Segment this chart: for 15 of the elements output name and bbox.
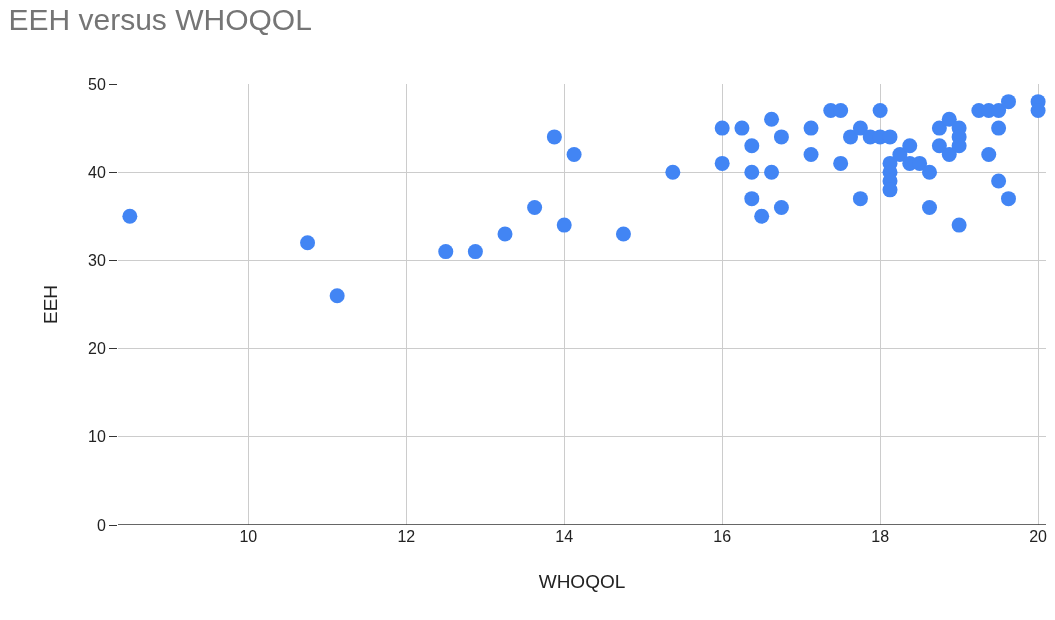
x-tick-label: 10	[239, 528, 258, 545]
y-tick-label: 30	[88, 252, 106, 269]
y-tick-label: 10	[88, 428, 106, 446]
y-tick-label: 20	[88, 340, 106, 358]
x-tick-label: 14	[555, 528, 574, 545]
y-tick-label: 50	[88, 75, 106, 93]
chart-title: EEH versus WHOQOL	[8, 3, 312, 37]
x-tick-label: 20	[1029, 528, 1048, 545]
x-tick-label: 18	[871, 528, 890, 545]
x-tick-label: 16	[713, 528, 732, 545]
y-axis-title: EEH	[39, 284, 61, 325]
y-tick-label: 40	[88, 163, 106, 181]
x-tick-label: 12	[397, 528, 416, 545]
x-axis-title: WHOQOL	[538, 570, 626, 592]
y-tick-label: 0	[96, 516, 106, 534]
